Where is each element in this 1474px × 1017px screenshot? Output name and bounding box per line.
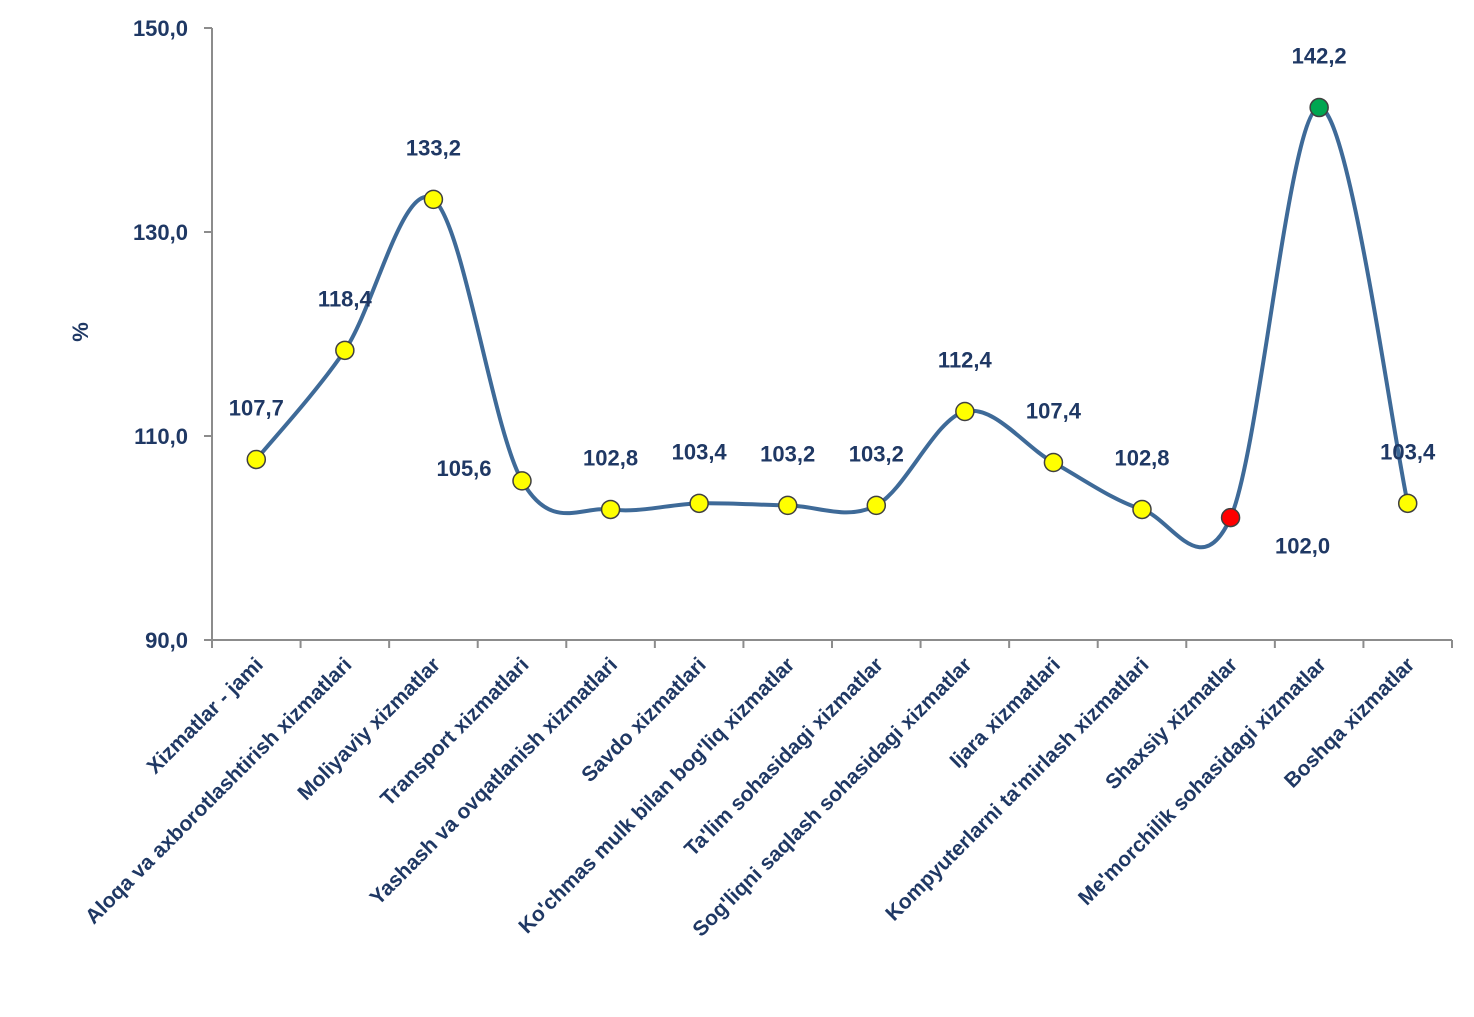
- data-value-label: 103,4: [672, 439, 728, 464]
- y-tick-label: 110,0: [134, 424, 188, 449]
- data-value-label: 102,0: [1275, 534, 1330, 559]
- y-axis-ticks: 90,0 110,0 130,0 150,0: [133, 16, 212, 653]
- data-value-label: 133,2: [406, 135, 461, 160]
- data-markers: [246, 97, 1418, 528]
- data-point-marker: [1132, 499, 1152, 520]
- data-value-label: 103,2: [760, 441, 815, 466]
- data-point-marker: [423, 189, 444, 210]
- data-value-label: 107,7: [229, 395, 284, 420]
- data-point-marker: [866, 495, 887, 516]
- data-point-marker: [1309, 97, 1329, 118]
- y-tick-label: 130,0: [133, 220, 188, 245]
- data-value-label: 103,2: [849, 441, 904, 466]
- data-labels: 107,7 118,4 133,2 105,6 102,8 103,4 103,2 103,2…: [229, 44, 1436, 559]
- data-value-label: 118,4: [318, 286, 373, 311]
- data-point-marker: [777, 495, 798, 516]
- data-value-label: 112,4: [938, 348, 993, 373]
- data-point-marker: [1397, 493, 1418, 514]
- data-point-marker: [689, 493, 709, 514]
- chart-axes: [211, 28, 1453, 648]
- y-tick-label: 90,0: [145, 628, 188, 653]
- data-value-label: 105,6: [436, 456, 491, 481]
- data-point-marker: [335, 340, 355, 361]
- data-point-marker: [512, 471, 532, 491]
- data-point-marker: [246, 449, 267, 470]
- data-value-label: 107,4: [1026, 399, 1082, 424]
- x-tick-label: Transport xizmatlari: [376, 653, 533, 810]
- data-point-marker: [600, 499, 621, 520]
- data-point-marker: [955, 401, 975, 422]
- series-line: [254, 105, 1410, 550]
- data-point-marker: [1043, 452, 1064, 473]
- data-value-label: 102,8: [1114, 445, 1169, 470]
- y-tick-label: 150,0: [133, 16, 188, 41]
- y-axis-label: %: [68, 322, 93, 342]
- data-value-label: 102,8: [583, 445, 638, 470]
- data-value-label: 142,2: [1292, 44, 1347, 69]
- data-point-marker: [1220, 507, 1241, 528]
- data-value-label: 103,4: [1380, 439, 1436, 464]
